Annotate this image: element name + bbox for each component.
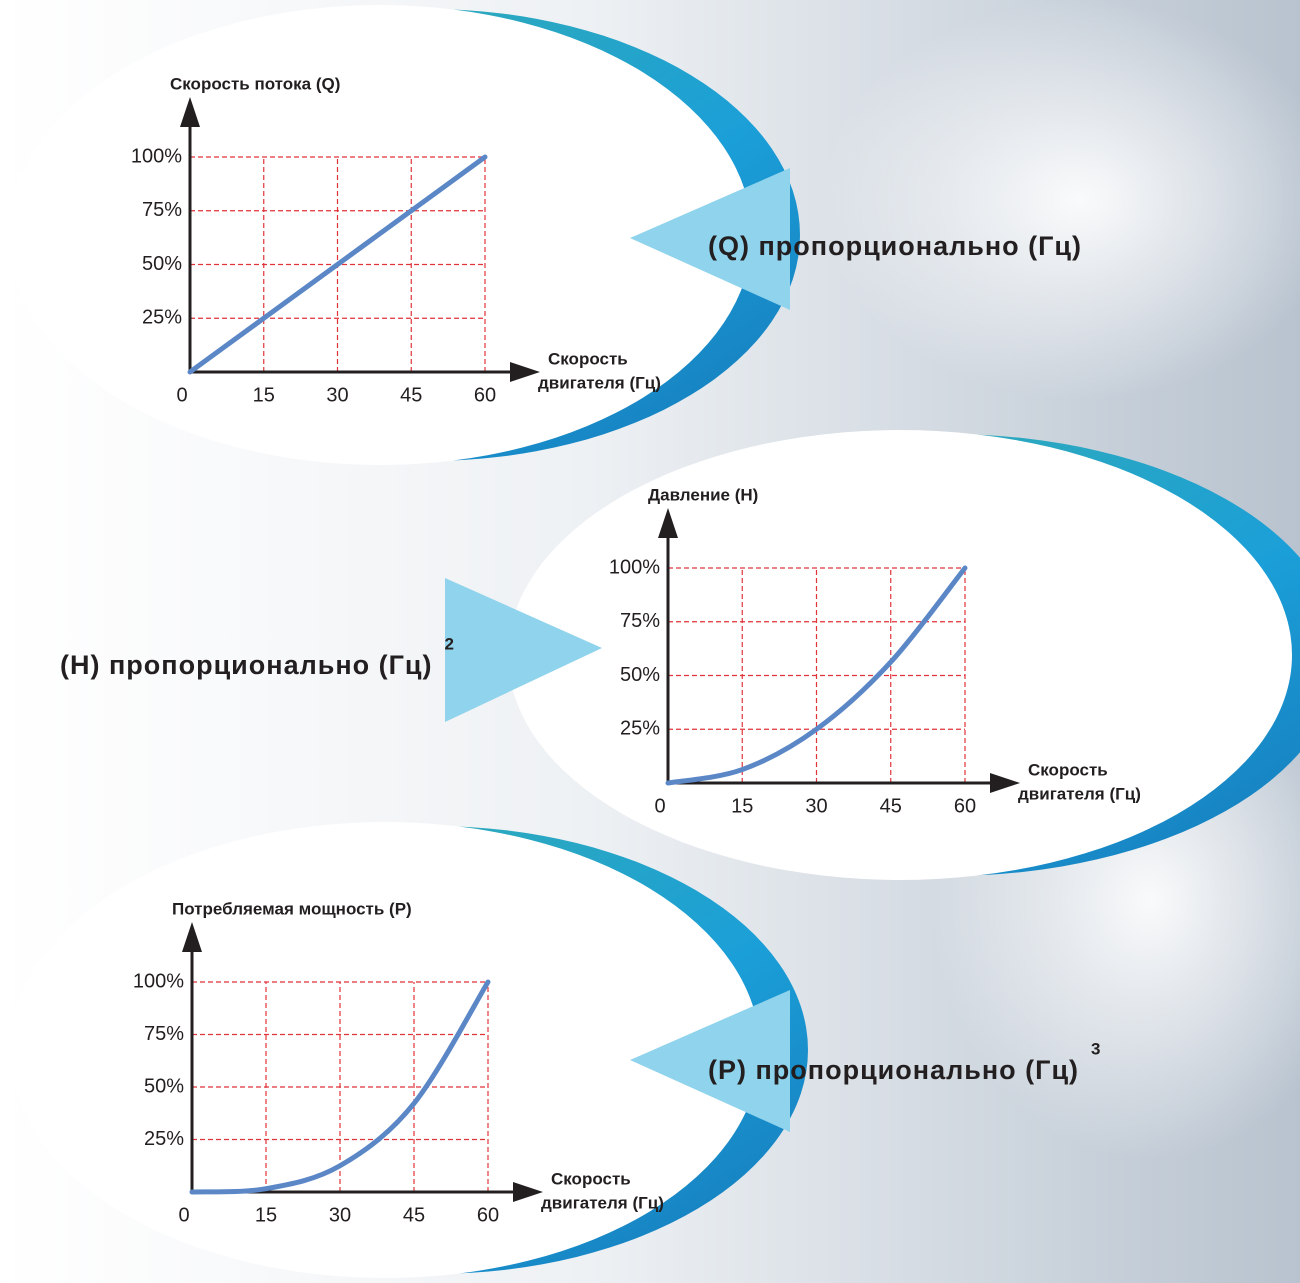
y-axis-label: Потребляемая мощность (P) <box>172 899 412 918</box>
infographic: 25%50%75%100%015304560Скорость потока (Q… <box>0 0 1300 1283</box>
y-tick-label: 100% <box>133 970 184 992</box>
y-tick-label: 50% <box>142 253 182 275</box>
y-tick-label: 75% <box>144 1023 184 1045</box>
x-tick-label: 60 <box>474 384 496 406</box>
x-axis-label: Скорость <box>548 349 628 368</box>
x-tick-label: 15 <box>253 384 275 406</box>
y-axis-label: Скорость потока (Q) <box>170 74 340 93</box>
y-tick-label: 25% <box>620 718 660 740</box>
annotation-exponent: 2 <box>445 634 454 653</box>
x-tick-label: 30 <box>805 795 827 817</box>
page: 25%50%75%100%015304560Скорость потока (Q… <box>0 0 1300 1283</box>
annotation: (Q) пропорционально (Гц) <box>708 231 1082 261</box>
annotation: (H) пропорционально (Гц) <box>60 650 433 680</box>
x-tick-label: 60 <box>477 1204 499 1226</box>
x-tick-label: 0 <box>176 384 187 406</box>
x-tick-label: 0 <box>178 1204 189 1226</box>
x-tick-label: 45 <box>403 1204 425 1226</box>
annotation-exponent: 3 <box>1091 1039 1100 1058</box>
y-tick-label: 50% <box>620 664 660 686</box>
y-tick-label: 75% <box>142 199 182 221</box>
x-tick-label: 45 <box>400 384 422 406</box>
x-axis-label: Скорость <box>551 1169 631 1188</box>
x-tick-label: 60 <box>954 795 976 817</box>
x-tick-label: 45 <box>880 795 902 817</box>
y-tick-label: 75% <box>620 610 660 632</box>
x-axis-label: двигателя (Гц) <box>538 373 661 392</box>
x-axis-label: Скорость <box>1028 760 1108 779</box>
x-axis-label: двигателя (Гц) <box>1018 784 1141 803</box>
annotation: (P) пропорционально (Гц) <box>708 1055 1079 1085</box>
y-tick-label: 25% <box>142 307 182 329</box>
y-tick-label: 100% <box>131 145 182 167</box>
x-tick-label: 30 <box>329 1204 351 1226</box>
y-axis-label: Давление (H) <box>648 485 758 504</box>
x-axis-label: двигателя (Гц) <box>541 1193 664 1212</box>
x-tick-label: 0 <box>654 795 665 817</box>
x-tick-label: 15 <box>731 795 753 817</box>
y-tick-label: 100% <box>609 556 660 578</box>
y-tick-label: 50% <box>144 1075 184 1097</box>
x-tick-label: 15 <box>255 1204 277 1226</box>
y-tick-label: 25% <box>144 1128 184 1150</box>
x-tick-label: 30 <box>326 384 348 406</box>
